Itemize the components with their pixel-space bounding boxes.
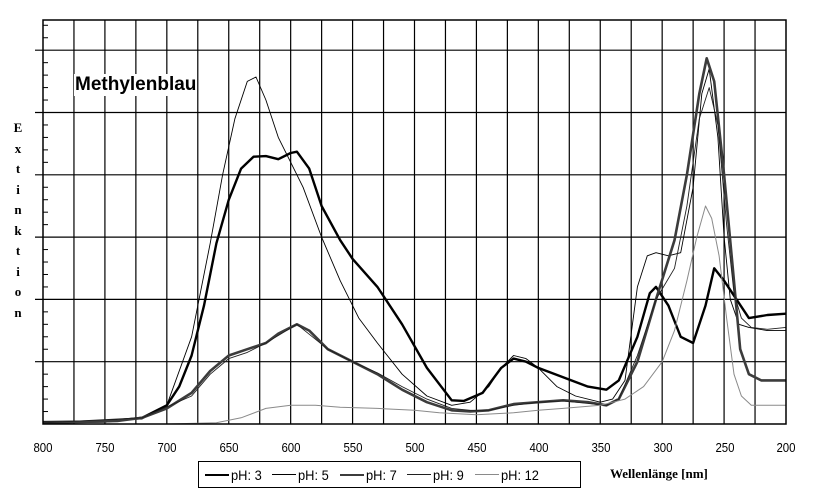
- y-axis-label-char: k: [14, 222, 22, 238]
- x-tick-label: 600: [281, 440, 301, 455]
- y-axis-label-char: E: [13, 120, 23, 135]
- y-axis-label-char: t: [15, 243, 21, 258]
- legend-swatch-ph7: [339, 473, 364, 476]
- x-tick-label: 350: [591, 440, 611, 455]
- legend-label: pH: 7: [365, 466, 397, 483]
- legend-label: pH: 5: [298, 466, 330, 483]
- legend-label: pH: 3: [231, 466, 262, 483]
- legend-swatch-ph5: [272, 474, 297, 475]
- legend-label: pH: 12: [500, 466, 539, 483]
- legend-item-ph12: pH: 12: [474, 466, 542, 483]
- legend-item-ph7: pH: 7: [339, 466, 399, 483]
- legend: pH: 3 pH: 5 pH: 7 pH: 9 pH: 12: [198, 461, 581, 488]
- x-tick-label: 800: [33, 440, 53, 455]
- grid-lines: [35, 20, 786, 424]
- legend-swatch-ph3: [205, 473, 229, 476]
- legend-item-ph3: pH: 3: [205, 467, 264, 483]
- x-tick-label: 550: [343, 440, 363, 455]
- x-tick-label: 400: [529, 440, 549, 455]
- series-line-12: [43, 205, 786, 425]
- legend-swatch-ph9: [407, 474, 432, 475]
- x-tick-label: 250: [715, 440, 735, 455]
- legend-swatch-ph12: [474, 474, 499, 475]
- y-axis-label-char: n: [14, 304, 22, 320]
- x-tick-label: 750: [95, 440, 115, 455]
- y-axis-label: E x t i n k t i o n: [10, 118, 26, 323]
- legend-item-ph9: pH: 9: [407, 467, 466, 483]
- x-tick-label: 200: [776, 440, 796, 455]
- y-axis-label-char: t: [15, 161, 21, 176]
- y-axis-label-char: n: [14, 202, 22, 217]
- y-axis-label-char: i: [16, 263, 20, 279]
- plot-frame: [42, 19, 787, 425]
- x-tick-label: 300: [653, 440, 673, 455]
- data-series: [42, 56, 787, 425]
- y-axis-label-char: x: [14, 140, 22, 156]
- x-tick-label: 650: [219, 440, 239, 455]
- x-tick-label: 700: [157, 440, 177, 455]
- series-line-9: [42, 87, 787, 424]
- legend-item-ph5: pH: 5: [272, 467, 331, 483]
- series-line-3: [42, 150, 787, 424]
- x-tick-label: 500: [405, 440, 425, 455]
- x-axis-label: Wellenlänge [nm]: [610, 466, 708, 481]
- y-axis-label-char: o: [14, 284, 22, 299]
- series-line-5: [42, 68, 786, 424]
- y-axis-label-char: i: [16, 181, 20, 197]
- chart-title: Methylenblau: [74, 74, 198, 96]
- x-tick-label: 450: [467, 440, 487, 455]
- legend-label: pH: 9: [433, 466, 465, 483]
